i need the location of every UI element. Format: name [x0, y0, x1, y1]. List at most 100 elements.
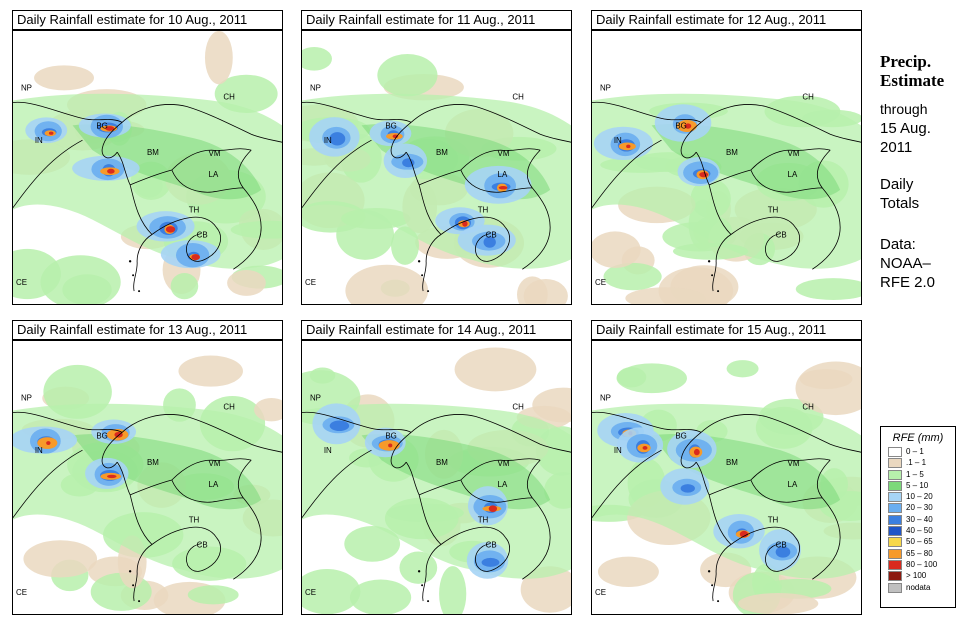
- legend-entry: 0 – 1: [881, 446, 955, 457]
- country-label: LA: [498, 170, 508, 179]
- country-label: NP: [21, 84, 32, 93]
- legend-entry: 40 – 50: [881, 525, 955, 537]
- country-label: LA: [788, 170, 798, 179]
- country-label: CB: [486, 540, 497, 549]
- country-label: IN: [614, 446, 622, 455]
- legend-entry: 1 – 5: [881, 469, 955, 480]
- through-text: through: [880, 101, 928, 117]
- side-through: through 15 Aug. 2011: [880, 100, 965, 157]
- rainfall-map: NP CH BG IN BM VM LA TH CB CE: [12, 30, 283, 305]
- country-label: BG: [96, 121, 107, 130]
- legend-entry: 30 – 40: [881, 514, 955, 525]
- country-label: BM: [147, 458, 159, 467]
- legend-label: 0 – 1: [906, 447, 924, 456]
- legend-label: 50 – 65: [906, 537, 933, 547]
- rainfall-panel: Daily Rainfall estimate for 10 Aug., 201…: [12, 10, 283, 305]
- legend-label: 40 – 50: [906, 526, 933, 536]
- heading-line-2: Estimate: [880, 71, 945, 90]
- country-label: BM: [726, 458, 738, 467]
- country-label: TH: [189, 516, 200, 525]
- country-label: TH: [189, 206, 200, 215]
- rainfall-map: NP CH BG IN BM VM LA TH CB CE: [12, 340, 283, 615]
- country-label: TH: [768, 516, 779, 525]
- through-year: 2011: [880, 139, 913, 156]
- country-label: VM: [498, 149, 510, 158]
- legend-swatch: [888, 480, 902, 491]
- country-label: CE: [16, 588, 27, 597]
- legend-swatch: [888, 582, 902, 593]
- panel-title: Daily Rainfall estimate for 15 Aug., 201…: [591, 320, 862, 340]
- panel-title: Daily Rainfall estimate for 13 Aug., 201…: [12, 320, 283, 340]
- country-label: NP: [310, 394, 321, 403]
- totals-text: Totals: [880, 195, 920, 212]
- country-label: BM: [436, 458, 448, 467]
- country-label: BG: [385, 431, 396, 440]
- country-label: LA: [788, 480, 798, 489]
- country-label: BG: [96, 431, 107, 440]
- legend-swatch: [888, 469, 902, 480]
- country-label: CH: [223, 93, 235, 102]
- rainfall-map: NP CH BG IN BM VM LA TH CB CE: [591, 30, 862, 305]
- country-label: CE: [305, 588, 316, 597]
- legend-swatch: [888, 537, 902, 548]
- country-label: VM: [209, 149, 221, 158]
- country-label: CH: [512, 403, 524, 412]
- through-date: 15 Aug.: [880, 120, 931, 137]
- country-label: CH: [223, 403, 235, 412]
- country-label: LA: [209, 480, 219, 489]
- country-label: CE: [305, 278, 316, 287]
- country-label: BG: [675, 121, 686, 130]
- country-label: CB: [776, 540, 787, 549]
- legend-swatch: [888, 447, 902, 457]
- rainfall-map: NP CH BG IN BM VM LA TH CB CE: [301, 30, 572, 305]
- legend-label: 80 – 100: [906, 559, 938, 569]
- legend-swatch: [888, 548, 902, 559]
- legend-label: 5 – 10: [906, 480, 929, 490]
- legend-label: .1 – 1: [906, 458, 927, 468]
- rainfall-panel: Daily Rainfall estimate for 13 Aug., 201…: [12, 320, 283, 615]
- legend-entry: 20 – 30: [881, 502, 955, 514]
- country-label: CH: [512, 93, 524, 102]
- legend-swatch: [888, 571, 902, 582]
- country-label: IN: [35, 446, 43, 455]
- country-label: TH: [478, 206, 489, 215]
- country-label: CE: [595, 278, 606, 287]
- country-label: VM: [498, 459, 510, 468]
- legend-label: > 100: [906, 571, 927, 581]
- side-daily: Daily Totals: [880, 175, 965, 213]
- rainfall-panel: Daily Rainfall estimate for 12 Aug., 201…: [591, 10, 862, 305]
- country-label: BM: [436, 148, 448, 157]
- country-label: CB: [776, 230, 787, 239]
- country-label: CE: [16, 278, 27, 287]
- panel-title: Daily Rainfall estimate for 10 Aug., 201…: [12, 10, 283, 30]
- country-label: IN: [324, 136, 332, 145]
- country-label: TH: [768, 206, 779, 215]
- country-label: VM: [788, 149, 800, 158]
- country-label: VM: [209, 459, 221, 468]
- country-label: IN: [324, 446, 332, 455]
- country-label: IN: [614, 136, 622, 145]
- legend-swatch: [888, 503, 902, 514]
- country-label: BG: [675, 431, 686, 440]
- country-label: BG: [385, 121, 396, 130]
- country-label: NP: [600, 84, 611, 93]
- legend-entry: nodata: [881, 582, 955, 593]
- country-label: IN: [35, 136, 43, 145]
- legend-entry: 5 – 10: [881, 480, 955, 491]
- country-label: TH: [478, 516, 489, 525]
- country-label: LA: [498, 480, 508, 489]
- legend-entry: 10 – 20: [881, 491, 955, 503]
- legend-title: RFE (mm): [892, 432, 944, 444]
- rainfall-panel: Daily Rainfall estimate for 11 Aug., 201…: [301, 10, 572, 305]
- rainfall-panel: Daily Rainfall estimate for 14 Aug., 201…: [301, 320, 572, 615]
- country-label: BM: [726, 148, 738, 157]
- legend-entry: 50 – 65: [881, 536, 955, 548]
- country-label: LA: [209, 170, 219, 179]
- data-label: Data:: [880, 236, 916, 253]
- legend-label: 20 – 30: [906, 503, 933, 513]
- rainfall-map: NP CH BG IN BM VM LA TH CB CE: [301, 340, 572, 615]
- legend-label: 65 – 80: [906, 548, 933, 558]
- legend-entry: .1 – 1: [881, 457, 955, 469]
- legend-label: 1 – 5: [906, 469, 924, 479]
